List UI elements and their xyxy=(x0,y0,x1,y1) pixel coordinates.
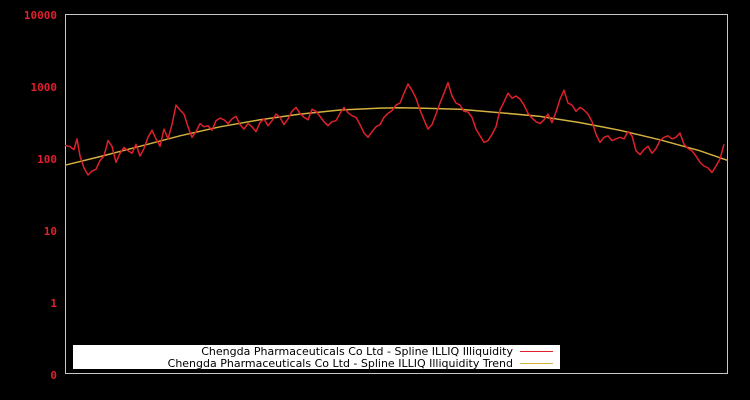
y-tick-label: 100 xyxy=(37,153,57,166)
trend-series-line xyxy=(64,106,729,166)
y-tick-label: 0 xyxy=(50,369,57,382)
plot-frame xyxy=(65,14,728,374)
y-tick-label: 1000 xyxy=(31,81,58,94)
y-tick-label: 10 xyxy=(44,225,57,238)
y-tick-label: 10000 xyxy=(24,9,57,22)
y-tick-label: 1 xyxy=(50,297,57,310)
legend-label-series: Chengda Pharmaceuticals Co Ltd - Spline … xyxy=(201,345,513,358)
legend: Chengda Pharmaceuticals Co Ltd - Spline … xyxy=(73,345,560,370)
illiquidity-series-line xyxy=(64,81,725,176)
legend-label-trend: Chengda Pharmaceuticals Co Ltd - Spline … xyxy=(168,357,513,370)
legend-box xyxy=(73,345,560,369)
